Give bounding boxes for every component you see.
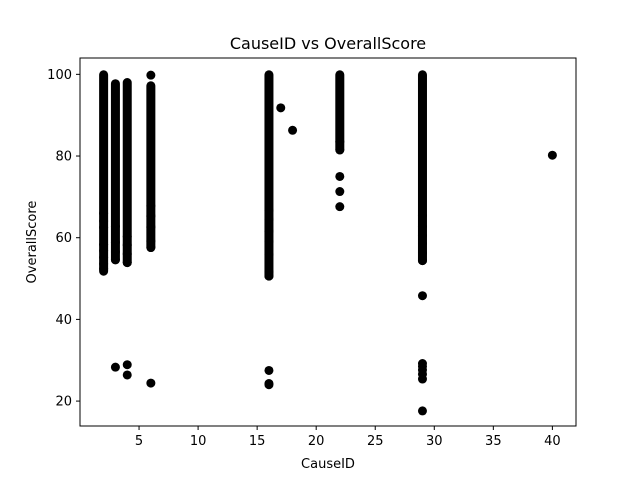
data-point — [417, 374, 427, 384]
data-points-layer — [99, 70, 557, 416]
x-axis-ticks: 5 10 15 20 25 30 35 40 — [135, 426, 561, 449]
data-point — [146, 201, 156, 211]
data-point — [335, 137, 345, 147]
y-tick-label: 60 — [55, 231, 72, 246]
x-tick-label: 30 — [426, 434, 443, 449]
x-axis-label: CauseID — [301, 457, 355, 472]
data-point — [547, 150, 557, 160]
data-point — [417, 231, 427, 241]
data-point — [146, 70, 156, 80]
data-point — [110, 221, 120, 231]
data-point — [99, 264, 109, 274]
data-point — [122, 360, 132, 370]
data-point — [122, 370, 132, 380]
data-point — [276, 103, 286, 113]
data-point — [264, 380, 274, 390]
x-tick-label: 25 — [367, 434, 384, 449]
y-axis-ticks: 20 40 60 80 100 — [47, 68, 80, 410]
y-axis-label: OverallScore — [25, 201, 40, 284]
data-point — [122, 249, 132, 259]
chart-title: CauseID vs OverallScore — [230, 34, 426, 53]
data-point — [146, 243, 156, 253]
x-tick-label: 5 — [135, 434, 143, 449]
x-tick-label: 10 — [190, 434, 207, 449]
data-point — [417, 248, 427, 258]
data-point — [264, 249, 274, 259]
data-point — [417, 406, 427, 416]
data-point — [146, 211, 156, 221]
data-point — [122, 258, 132, 268]
data-point — [264, 226, 274, 236]
data-point — [122, 231, 132, 241]
point-column-x-3 — [110, 79, 120, 265]
y-tick-label: 100 — [47, 68, 72, 83]
data-point — [146, 378, 156, 388]
data-point — [99, 252, 109, 262]
data-point — [264, 236, 274, 246]
data-point — [122, 240, 132, 250]
x-tick-label: 40 — [544, 434, 561, 449]
data-point — [264, 365, 274, 375]
data-point — [146, 236, 156, 246]
data-point — [264, 205, 274, 215]
y-tick-label: 80 — [55, 150, 72, 165]
y-tick-label: 20 — [55, 395, 72, 410]
data-point — [110, 362, 120, 372]
point-column-x-22 — [335, 70, 345, 155]
data-point — [110, 247, 120, 257]
point-column-x-4 — [122, 78, 132, 268]
data-point — [417, 238, 427, 248]
data-point — [288, 125, 298, 135]
y-tick-label: 40 — [55, 313, 72, 328]
data-point — [417, 256, 427, 266]
data-point — [335, 171, 345, 181]
data-point — [417, 222, 427, 232]
data-point — [264, 214, 274, 224]
x-tick-label: 20 — [308, 434, 325, 449]
data-point — [335, 202, 345, 212]
data-point — [99, 216, 109, 226]
data-point — [110, 255, 120, 265]
point-column-x-16 — [264, 70, 274, 281]
data-point — [99, 223, 109, 233]
data-point — [264, 267, 274, 277]
data-point — [146, 222, 156, 232]
data-point — [110, 237, 120, 247]
data-point — [417, 291, 427, 301]
data-point — [99, 246, 109, 256]
data-point — [99, 208, 109, 218]
plot-area-frame — [79, 57, 577, 427]
data-point — [335, 145, 345, 155]
x-tick-label: 15 — [249, 434, 266, 449]
data-point — [417, 211, 427, 221]
data-point — [335, 187, 345, 197]
x-tick-label: 35 — [485, 434, 502, 449]
